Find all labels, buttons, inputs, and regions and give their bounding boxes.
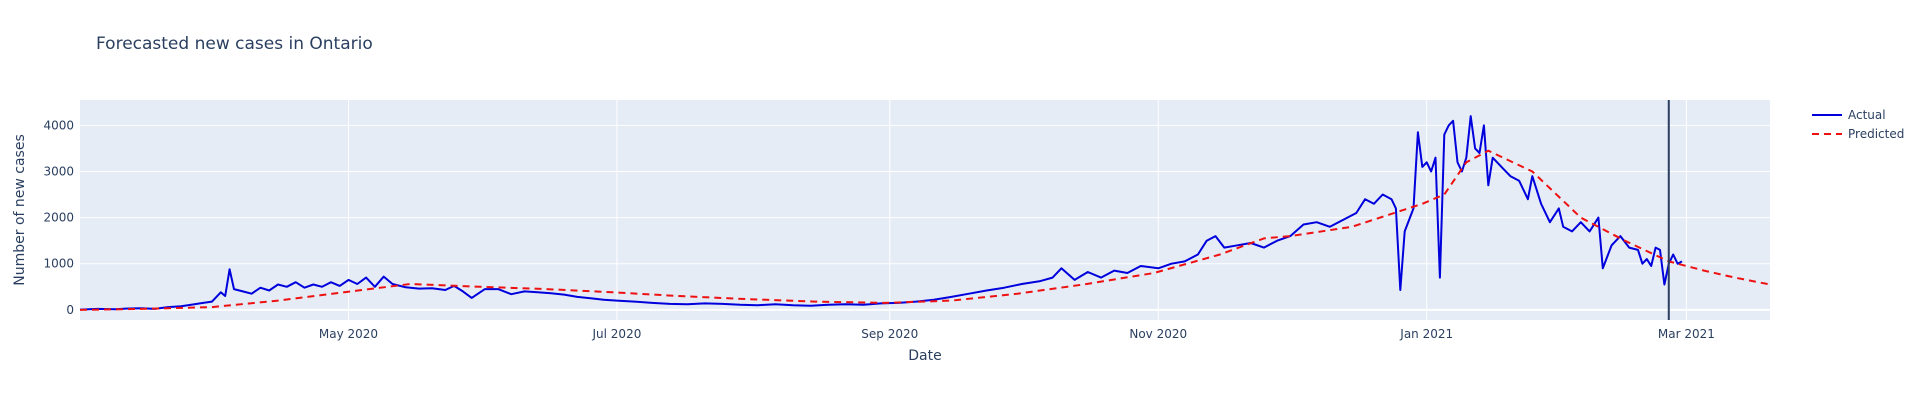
legend-item-actual[interactable]: Actual (1812, 108, 1886, 122)
gridlines (80, 100, 1770, 320)
tick-labels: 0 1000 2000 3000 4000 May 2020 Jul 2020 Sep 202… (43, 118, 1714, 341)
y-tick-label: 3000 (43, 164, 74, 178)
x-tick-label: Mar 2021 (1658, 327, 1715, 341)
plot-area (80, 100, 1770, 320)
chart-title: Forecasted new cases in Ontario (96, 34, 373, 54)
legend-label: Predicted (1848, 127, 1904, 141)
x-tick-label: Jul 2020 (592, 327, 642, 341)
y-tick-label: 1000 (43, 257, 74, 271)
x-tick-label: Nov 2020 (1129, 327, 1187, 341)
y-tick-label: 4000 (43, 118, 74, 132)
series-layer (79, 115, 1771, 311)
y-axis-title: Number of new cases (12, 134, 28, 286)
series-line-predicted (79, 149, 1771, 311)
series-line-actual (79, 115, 1683, 311)
x-tick-label: May 2020 (319, 327, 378, 341)
y-tick-label: 2000 (43, 211, 74, 225)
x-tick-label: Jan 2021 (1399, 327, 1453, 341)
legend[interactable]: Actual Predicted (1812, 108, 1904, 141)
y-tick-label: 0 (66, 303, 74, 317)
x-axis-title: Date (908, 348, 941, 364)
legend-item-predicted[interactable]: Predicted (1812, 127, 1904, 141)
x-tick-label: Sep 2020 (861, 327, 918, 341)
legend-label: Actual (1848, 108, 1886, 122)
